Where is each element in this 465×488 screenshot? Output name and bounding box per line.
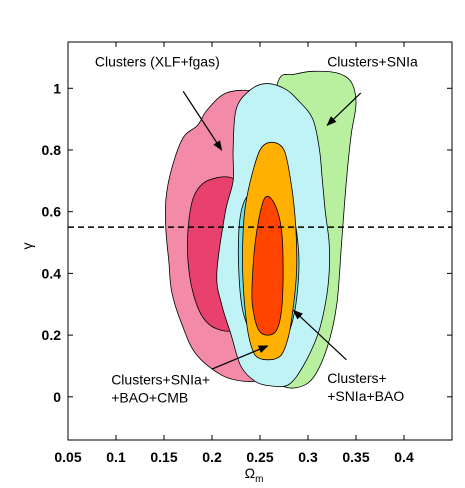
annotation-a2: Clusters+SNIa bbox=[326, 54, 418, 126]
annotation-arrow bbox=[182, 91, 223, 151]
y-axis-label: γ bbox=[19, 243, 35, 250]
annotation-text: +BAO+CMB bbox=[111, 389, 188, 405]
x-axis-label-sub: m bbox=[255, 474, 263, 485]
annotation-text: +SNIa+BAO bbox=[327, 388, 404, 404]
annotation-a1: Clusters (XLF+fgas) bbox=[95, 54, 223, 151]
contour-clusters_snia_bao_cmb bbox=[242, 141, 298, 361]
x-tick-label: 0.25 bbox=[246, 449, 273, 465]
x-axis-label-main: Ω bbox=[245, 465, 255, 481]
x-tick-label: 0.4 bbox=[394, 449, 414, 465]
annotation-a3: Clusters+SNIa+ +BAO+CMB bbox=[111, 345, 269, 405]
y-tick-label: 0 bbox=[53, 389, 61, 405]
annotation-arrow bbox=[292, 309, 347, 361]
x-tick-label: 0.15 bbox=[150, 449, 177, 465]
annotation-text: Clusters+SNIa+ bbox=[111, 371, 210, 387]
plot-area: 0.05 0.1 0.15 0.2 0.25 0.3 0.35 0.4 0 0.2 0.4 0.6 0.… bbox=[42, 41, 453, 465]
annotation-a4: Clusters+ +SNIa+BAO bbox=[292, 309, 404, 404]
annotation-text: Clusters+ bbox=[327, 370, 387, 386]
axis-ticks: 0.05 0.1 0.15 0.2 0.25 0.3 0.35 0.4 0 0.2 0.4 0.6 0.… bbox=[42, 42, 452, 465]
annotation-arrow bbox=[211, 345, 269, 370]
x-tick-label: 0.05 bbox=[54, 449, 81, 465]
annotation-text: Clusters+SNIa bbox=[327, 54, 418, 70]
x-tick-label: 0.35 bbox=[342, 449, 369, 465]
x-tick-label: 0.1 bbox=[106, 449, 126, 465]
y-tick-label: 0.2 bbox=[42, 327, 62, 343]
annotations: Clusters (XLF+fgas) Clusters+SNIa Clusters… bbox=[95, 54, 418, 406]
annotation-text: Clusters (XLF+fgas) bbox=[95, 54, 220, 70]
y-tick-label: 0.8 bbox=[42, 142, 62, 158]
y-tick-label: 0.6 bbox=[42, 204, 62, 220]
y-tick-label: 1 bbox=[53, 80, 61, 96]
x-tick-label: 0.2 bbox=[202, 449, 222, 465]
x-axis-label: Ωm bbox=[245, 465, 264, 485]
contours bbox=[164, 70, 357, 389]
annotation-arrow bbox=[326, 92, 362, 126]
y-tick-label: 0.4 bbox=[42, 265, 62, 281]
x-tick-label: 0.3 bbox=[298, 449, 318, 465]
